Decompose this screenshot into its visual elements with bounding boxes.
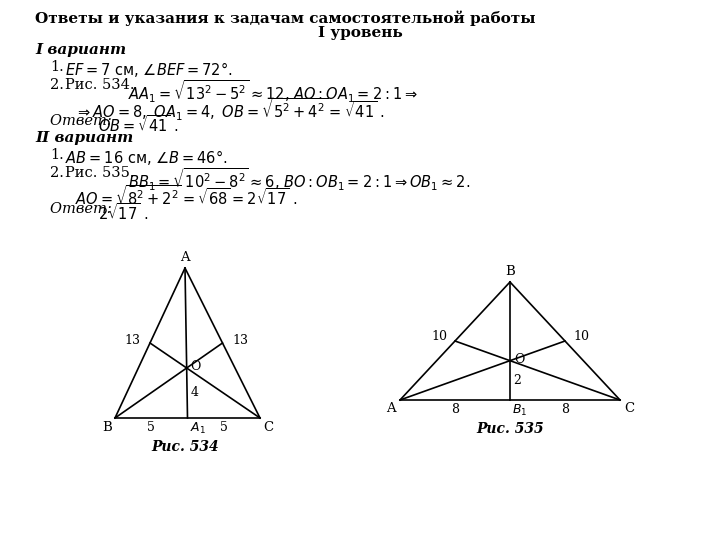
- Text: 5: 5: [220, 421, 228, 434]
- Text: $AB = 16$ см, $\angle B = 46°$.: $AB = 16$ см, $\angle B = 46°$.: [65, 148, 228, 167]
- Text: $A_1$: $A_1$: [189, 421, 205, 436]
- Text: B: B: [102, 421, 112, 434]
- Text: A: A: [387, 402, 396, 415]
- Text: B: B: [505, 265, 515, 278]
- Text: $AO = \sqrt{8^2+2^2} = \sqrt{68} = 2\sqrt{17}\ .$: $AO = \sqrt{8^2+2^2} = \sqrt{68} = 2\sqr…: [75, 184, 297, 208]
- Text: 5: 5: [148, 421, 156, 434]
- Text: 1.: 1.: [50, 148, 64, 162]
- Text: $BB_1 = \sqrt{10^2-8^2} \approx 6$, $BO : OB_1 = 2:1 \Rightarrow OB_1 \approx 2$: $BB_1 = \sqrt{10^2-8^2} \approx 6$, $BO …: [128, 166, 470, 193]
- Text: I уровень: I уровень: [318, 26, 402, 40]
- Text: Рис. 535.: Рис. 535.: [65, 166, 144, 180]
- Text: $OB = \sqrt{41}\ .$: $OB = \sqrt{41}\ .$: [98, 114, 179, 135]
- Text: O: O: [191, 361, 201, 374]
- Text: $\Rightarrow AO = 8,\ OA_1 = 4,\ OB = \sqrt{5^2+4^2} = \sqrt{41}\ .$: $\Rightarrow AO = 8,\ OA_1 = 4,\ OB = \s…: [75, 96, 385, 123]
- Text: 8: 8: [561, 403, 569, 416]
- Text: Ответ:: Ответ:: [50, 202, 117, 216]
- Text: 10: 10: [573, 330, 589, 343]
- Text: O: O: [514, 353, 524, 366]
- Text: I вариант: I вариант: [35, 43, 126, 57]
- Text: $AA_1 = \sqrt{13^2-5^2} \approx 12$, $AO : OA_1 = 2:1 \Rightarrow$: $AA_1 = \sqrt{13^2-5^2} \approx 12$, $AO…: [128, 78, 418, 105]
- Text: 2.: 2.: [50, 166, 64, 180]
- Text: Ответы и указания к задачам самостоятельной работы: Ответы и указания к задачам самостоятель…: [35, 10, 536, 25]
- Text: A: A: [180, 251, 190, 264]
- Text: 1.: 1.: [50, 60, 64, 74]
- Text: 10: 10: [431, 330, 447, 343]
- Text: 2: 2: [513, 374, 521, 387]
- Text: 13: 13: [233, 334, 248, 348]
- Text: 8: 8: [451, 403, 459, 416]
- Text: II вариант: II вариант: [35, 131, 133, 145]
- Text: C: C: [263, 421, 273, 434]
- Text: $2\sqrt{17}\ .$: $2\sqrt{17}\ .$: [98, 202, 148, 223]
- Text: C: C: [624, 402, 634, 415]
- Text: 13: 13: [124, 334, 140, 348]
- Text: $EF = 7$ см, $\angle BEF = 72°$.: $EF = 7$ см, $\angle BEF = 72°$.: [65, 60, 233, 79]
- Text: Рис. 534.: Рис. 534.: [65, 78, 144, 92]
- Text: Рис. 535: Рис. 535: [476, 422, 544, 436]
- Text: Ответ:: Ответ:: [50, 114, 117, 128]
- Text: $B_1$: $B_1$: [512, 403, 527, 418]
- Text: 2.: 2.: [50, 78, 64, 92]
- Text: 4: 4: [191, 386, 199, 399]
- Text: Рис. 534: Рис. 534: [151, 440, 219, 454]
